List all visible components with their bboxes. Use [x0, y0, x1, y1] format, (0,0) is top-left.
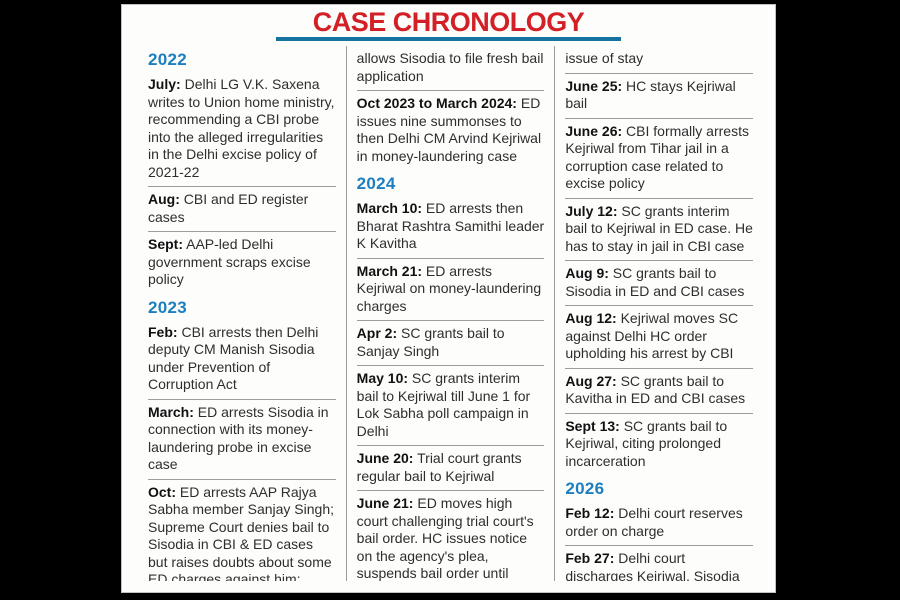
year-header: 2026 — [565, 479, 605, 498]
entry-date: Aug 12: — [565, 310, 617, 326]
timeline-entry: March 10: ED arrests then Bharat Rashtra… — [357, 196, 545, 258]
timeline-entry: March: ED arrests Sisodia in connection … — [148, 398, 336, 479]
entry-text: ED arrests Kejriwal on money-laundering … — [356, 262, 542, 314]
entry-text: ED arrests Sisodia in connection with it… — [148, 403, 329, 473]
timeline-entry: Apr 2: SC grants bail to Sanjay Singh — [356, 320, 545, 365]
entry-date: March 21: — [356, 262, 423, 279]
timeline-entry: Sept: AAP-led Delhi government scraps ex… — [148, 231, 336, 294]
timeline-entry: allows Sisodia to file fresh bail applic… — [357, 46, 545, 90]
timeline-entry: Oct 2023 to March 2024: ED issues nine s… — [356, 90, 545, 170]
entry-text: CBI and ED register cases — [148, 191, 309, 225]
title-block: CASE CHRONOLOGY — [122, 5, 775, 41]
timeline-entry: May 10: SC grants interim bail to Kejriw… — [356, 365, 545, 445]
timeline-entry: Sept 13: SC grants bail to Kejriwal, cit… — [565, 412, 754, 476]
timeline-entry: March 21: ED arrests Kejriwal on money-l… — [356, 257, 545, 321]
title-underline — [276, 37, 621, 41]
year-header: 2023 — [148, 297, 188, 317]
entry-text: CBI formally arrests Kejriwal from Tihar… — [565, 122, 749, 192]
entry-date: Apr 2: — [356, 325, 398, 341]
timeline-entry: July: Delhi LG V.K. Saxena writes to Uni… — [148, 72, 336, 186]
entry-text: SC grants bail to Kavitha in ED and CBI … — [565, 372, 746, 407]
timeline-entry: issue of stay — [565, 46, 753, 73]
entry-text: SC grants interim bail to Kejriwal in ED… — [565, 202, 753, 254]
entry-text: Trial court grants regular bail to Kejri… — [356, 450, 522, 484]
entry-text: SC grants bail to Sanjay Singh — [356, 325, 505, 359]
entry-date: March 10: — [356, 200, 423, 216]
year-header: 2024 — [356, 174, 396, 193]
year-header: 2022 — [148, 50, 188, 69]
page-title: CASE CHRONOLOGY — [312, 7, 585, 37]
timeline-column: issue of stay June 25: HC stays Kejriwal … — [554, 46, 763, 581]
timeline-entry: Oct: ED arrests AAP Rajya Sabha member S… — [148, 478, 336, 582]
entry-date: Aug 9: — [565, 265, 609, 281]
timeline-entry: Feb 27: Delhi court discharges Kejriwal,… — [565, 545, 754, 581]
entry-text: ED moves high court challenging trial co… — [356, 495, 534, 581]
entry-date: Oct: — [148, 483, 176, 500]
timeline-entry: Aug 12: Kejriwal moves SC against Delhi … — [565, 305, 754, 368]
timeline-column: 2022 July: Delhi LG V.K. Saxena writes to… — [138, 46, 346, 581]
entry-text: Delhi court reserves order on charge — [565, 505, 743, 539]
entry-date: March: — [148, 403, 194, 420]
entry-text: issue of stay — [565, 50, 644, 66]
entry-text: SC grants bail to Kejriwal, citing prolo… — [565, 417, 728, 469]
entry-text: HC stays Kejriwal bail — [565, 77, 736, 112]
entry-date: Feb 12: — [565, 505, 615, 521]
entry-date: July 12: — [565, 202, 618, 219]
timeline-entry: June 26: CBI formally arrests Kejriwal f… — [565, 117, 754, 198]
entry-text: ED arrests AAP Rajya Sabha member Sanjay… — [148, 483, 334, 582]
timeline-entry: June 21: ED moves high court challenging… — [356, 490, 545, 581]
entry-text: ED arrests then Bharat Rashtra Samithi l… — [356, 200, 545, 251]
entry-text: Kejriwal moves SC against Delhi HC order… — [565, 310, 739, 361]
timeline-entry: Aug: CBI and ED register cases — [148, 186, 336, 231]
entry-text: Delhi court discharges Kejriwal, Sisodia… — [565, 550, 740, 581]
timeline-entry: Aug 9: SC grants bail to Sisodia in ED a… — [565, 260, 754, 305]
entry-date: June 25: — [565, 77, 623, 94]
timeline-columns: 2022 July: Delhi LG V.K. Saxena writes to… — [122, 41, 775, 581]
timeline-column: allows Sisodia to file fresh bail applic… — [345, 46, 555, 581]
entry-date: July: — [148, 76, 181, 92]
entry-text: Delhi LG V.K. Saxena writes to Union hom… — [148, 76, 335, 180]
entry-date: Feb: — [148, 323, 178, 340]
entry-text: allows Sisodia to file fresh bail applic… — [356, 50, 544, 84]
timeline-entry: Feb 12: Delhi court reserves order on ch… — [565, 501, 753, 545]
entry-text: ED issues nine summonses to then Delhi C… — [356, 95, 542, 164]
entry-date: Aug: — [148, 191, 180, 207]
entry-date: May 10: — [356, 370, 409, 386]
entry-text: SC grants bail to Sisodia in ED and CBI … — [565, 265, 745, 299]
entry-date: Sept: — [148, 236, 183, 252]
chronology-panel: CASE CHRONOLOGY 2022 July: Delhi LG V.K. … — [121, 4, 776, 593]
timeline-entry: Aug 27: SC grants bail to Kavitha in ED … — [565, 367, 754, 413]
timeline-entry: June 25: HC stays Kejriwal bail — [565, 72, 754, 118]
entry-date: Oct 2023 to March 2024: — [356, 95, 517, 111]
entry-text: CBI arrests then Delhi deputy CM Manish … — [148, 323, 319, 393]
entry-date: June 20: — [356, 450, 414, 466]
entry-date: Sept 13: — [565, 417, 620, 434]
timeline-entry: July 12: SC grants interim bail to Kejri… — [565, 197, 754, 261]
entry-date: Feb 27: — [565, 550, 615, 566]
entry-text: SC grants interim bail to Kejriwal till … — [356, 370, 531, 439]
entry-date: Aug 27: — [565, 372, 617, 389]
timeline-entry: Feb: CBI arrests then Delhi deputy CM Ma… — [148, 320, 336, 399]
entry-date: June 26: — [565, 122, 623, 139]
entry-text: AAP-led Delhi government scraps excise p… — [148, 236, 311, 287]
entry-date: June 21: — [356, 495, 414, 511]
timeline-entry: June 20: Trial court grants regular bail… — [356, 445, 545, 490]
